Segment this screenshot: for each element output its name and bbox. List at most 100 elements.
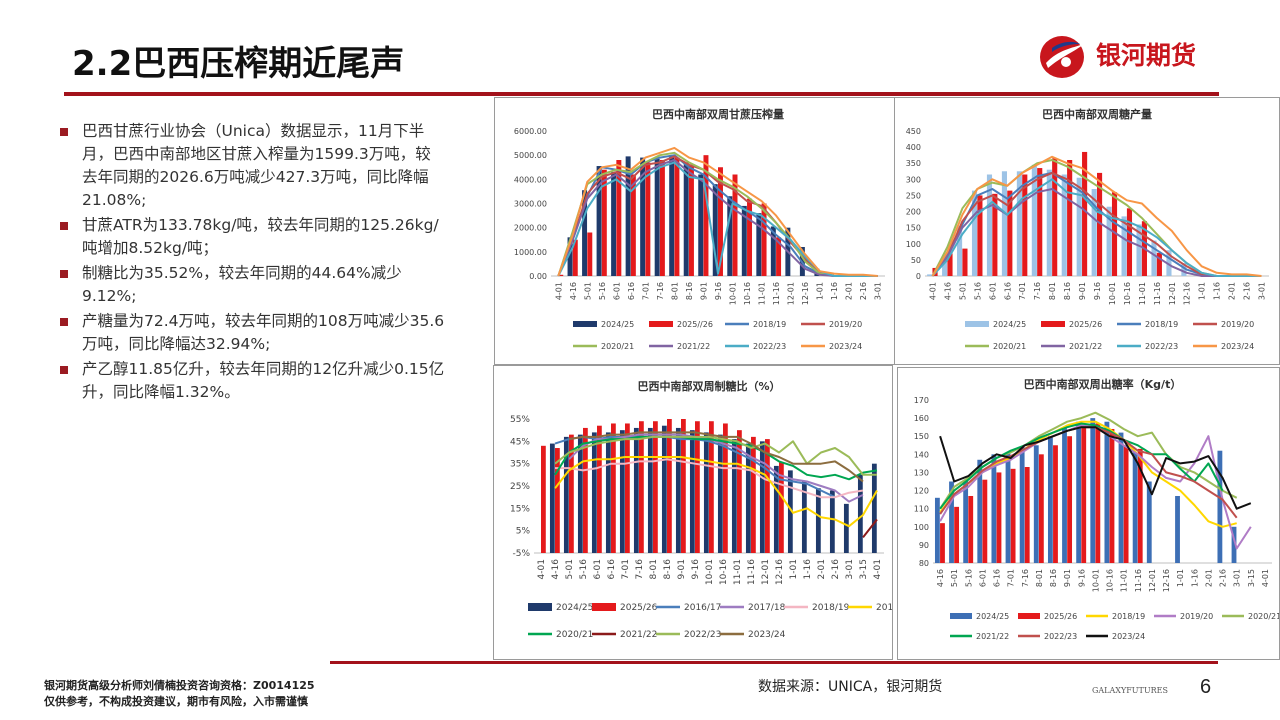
bar-202526: [541, 445, 546, 553]
bar-202425: [577, 434, 583, 553]
y-tick-label: 1000.00: [514, 248, 547, 257]
x-tick-label: 7-01: [621, 559, 631, 579]
bar-202425: [611, 172, 617, 276]
bar-202425: [731, 439, 737, 553]
y-tick-label: 3000.00: [514, 200, 547, 209]
x-tick-label: 4-01: [1261, 569, 1270, 587]
bar-202425: [770, 226, 776, 276]
x-tick-label: 6-01: [612, 282, 621, 300]
bar-202425: [1181, 263, 1187, 276]
x-tick-label: 8-01: [670, 282, 679, 300]
bar-202425: [1076, 421, 1082, 563]
x-tick-label: 10-16: [1106, 569, 1115, 592]
x-tick-label: 3-15: [1247, 569, 1256, 587]
series-line-202122: [939, 422, 1224, 510]
x-tick-label: 1-16: [1213, 282, 1222, 300]
bar-202425: [591, 432, 597, 553]
x-tick-label: 10-01: [729, 282, 738, 305]
legend-label: 2023/24: [829, 342, 862, 351]
x-tick-label: 11-01: [758, 282, 767, 305]
bar-202526: [968, 495, 974, 563]
bar-202526: [1082, 151, 1088, 276]
x-tick-label: 9-16: [1077, 569, 1086, 587]
legend-label: 2022/23: [1145, 342, 1178, 351]
legend-label: 2021/22: [620, 630, 657, 640]
bar-202425: [871, 463, 877, 553]
x-tick-label: 8-01: [649, 559, 659, 579]
legend-label: 2016/17: [684, 603, 721, 613]
bar-202526: [1067, 436, 1073, 563]
y-tick-label: 4000.00: [514, 175, 547, 184]
legend-label: 2025/26: [1044, 612, 1077, 621]
bar-202425: [549, 443, 555, 553]
sugar-output-chart-panel: 巴西中南部双周糖产量 0 50 100 150 200 250 300 350 400 450 4-0…: [894, 97, 1280, 365]
x-tick-label: 2-01: [1204, 569, 1213, 587]
series-line-202122: [862, 518, 878, 539]
y-tick-label: -5%: [512, 549, 530, 559]
y-tick-label: 170: [914, 396, 929, 405]
x-tick-label: 10-16: [1123, 282, 1132, 305]
bar-202526: [1156, 252, 1162, 276]
bar-202526: [947, 253, 953, 276]
y-tick-label: 130: [914, 468, 929, 477]
x-tick-label: 9-16: [1093, 282, 1102, 300]
series-line-202324: [568, 431, 864, 483]
x-tick-label: 5-01: [583, 282, 592, 300]
bar-202526: [703, 155, 709, 276]
bar-202425: [654, 158, 660, 276]
x-tick-label: 1-16: [830, 282, 839, 300]
x-tick-label: 9-01: [1078, 282, 1087, 300]
bar-202526: [1137, 448, 1143, 563]
x-tick-label: 7-01: [1007, 569, 1016, 587]
bar-202425: [949, 481, 954, 563]
x-tick-label: 1-01: [816, 282, 825, 300]
x-tick-label: 11-16: [1134, 569, 1143, 592]
bar-202425: [1061, 174, 1067, 276]
bar-202425: [927, 274, 933, 276]
y-tick-label: 35%: [510, 460, 530, 470]
data-source: 数据来源：UNICA，银河期货: [758, 679, 943, 695]
legend-label: 2024/25: [556, 603, 593, 613]
legend-label: 2022/23: [753, 342, 786, 351]
legend-label: 2019/20: [1180, 612, 1213, 621]
legend-label: 2019/20: [829, 320, 862, 329]
bar-202526: [659, 160, 665, 276]
x-tick-label: 6-16: [993, 569, 1002, 587]
bar-202425: [1146, 481, 1152, 563]
risk-disclaimer: 仅供参考，不构成投资建议，期市有风险，入市需谨慎: [44, 695, 308, 708]
legend-label: 2024/25: [993, 320, 1026, 329]
series-line-202021: [554, 435, 878, 481]
bar-202526: [977, 195, 983, 276]
series-line-201920: [931, 171, 1262, 277]
legend-label: 2025/26: [1069, 320, 1102, 329]
legend-label: 2024/25: [976, 612, 1009, 621]
x-tick-label: 4-01: [554, 282, 563, 300]
bar-202526: [996, 472, 1002, 563]
sugar-output-chart: 巴西中南部双周糖产量 0 50 100 150 200 250 300 350 400 450 4-0…: [906, 107, 1269, 351]
bar-202425: [815, 488, 821, 553]
y-tick-label: 300: [906, 175, 921, 184]
bar-202526: [747, 198, 753, 276]
x-tick-label: 12-01: [1148, 569, 1157, 592]
bar-202425: [619, 430, 625, 553]
legend-label: 2020/21: [1248, 612, 1279, 621]
bar-202425: [1106, 206, 1112, 276]
bar-202425: [1217, 450, 1223, 563]
legend-label: 2020/21: [993, 342, 1026, 351]
series-line-202223: [554, 435, 877, 476]
cane-crush-chart-panel: 巴西中南部双周甘蔗压榨量 0.00 1000.00 2000.00 3000.00 400…: [494, 97, 895, 365]
bar-202425: [1076, 177, 1082, 276]
legend-label: 2024/25: [601, 320, 634, 329]
galaxy-logo-icon: [1040, 36, 1084, 78]
legend-label: 2023/24: [1112, 632, 1145, 641]
legend-label: 2025/26: [620, 603, 658, 613]
bar-202425: [1047, 436, 1053, 563]
bar-202526: [674, 157, 680, 276]
x-tick-label: 7-01: [1018, 282, 1027, 300]
bar-202526: [737, 430, 742, 553]
x-tick-label: 7-16: [656, 282, 665, 300]
x-tick-label: 8-16: [685, 282, 694, 300]
x-tick-label: 12-16: [801, 282, 810, 305]
x-tick-label: 7-16: [1021, 569, 1030, 587]
bar-202425: [1031, 164, 1037, 276]
